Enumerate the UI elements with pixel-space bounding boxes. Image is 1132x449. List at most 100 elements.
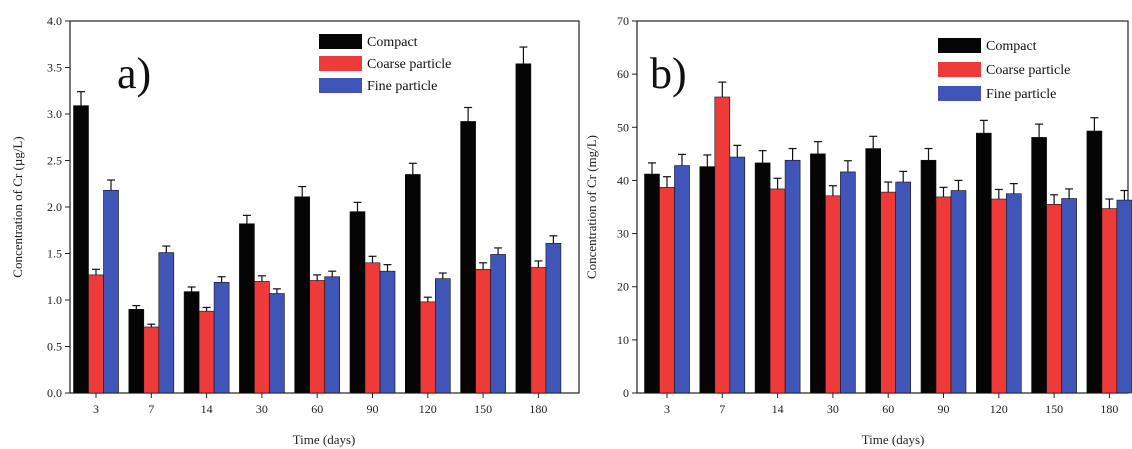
panel-b: b) Time (days) Concentration of Cr (mg/L… xyxy=(584,14,1132,447)
bar-fine xyxy=(490,254,506,394)
y-tick-label: 1.5 xyxy=(47,247,62,261)
bar-coarse xyxy=(935,196,952,394)
bar-fine xyxy=(324,276,341,394)
x-tick-label: 60 xyxy=(311,402,323,416)
panel-label: b) xyxy=(650,49,687,98)
legend-label-coarse: Coarse particle xyxy=(986,63,1070,78)
y-tick-label: 4.0 xyxy=(47,14,62,28)
x-tick-label: 30 xyxy=(827,402,839,416)
x-tick-label: 90 xyxy=(938,402,950,416)
legend-swatch-coarse xyxy=(938,62,981,77)
bar-coarse xyxy=(825,195,841,394)
y-tick-label: 3.5 xyxy=(47,61,62,75)
bar-compact xyxy=(183,291,200,394)
y-tick-label: 2.5 xyxy=(47,154,62,168)
bar-coarse xyxy=(364,262,381,394)
y-tick-label: 40 xyxy=(617,173,629,187)
y-tick-label: 50 xyxy=(617,120,629,134)
x-tick-label: 120 xyxy=(990,402,1008,416)
bar-coarse xyxy=(254,281,270,394)
bar-coarse xyxy=(1101,208,1118,394)
bars xyxy=(73,46,562,394)
panel-a: a) Time (days) Concentration of Cr (µg/L… xyxy=(10,14,580,447)
bar-compact xyxy=(1031,137,1047,394)
panel-label: a) xyxy=(117,49,151,98)
bar-coarse xyxy=(1046,204,1062,394)
bar-coarse xyxy=(88,274,104,394)
x-tick-label: 180 xyxy=(529,402,547,416)
bar-coarse xyxy=(880,191,897,394)
x-tick-label: 14 xyxy=(772,402,784,416)
y-tick-label: 10 xyxy=(617,333,629,347)
bar-coarse xyxy=(198,310,215,394)
bar-compact xyxy=(294,196,311,394)
legend-swatch-fine xyxy=(938,86,981,101)
bar-fine xyxy=(379,270,396,394)
legend-swatch-compact xyxy=(938,38,981,53)
bar-coarse xyxy=(143,326,160,394)
bar-compact xyxy=(920,159,937,394)
x-tick-label: 3 xyxy=(664,402,670,416)
bar-fine xyxy=(213,282,230,394)
bar-fine xyxy=(1061,198,1077,394)
x-tick-label: 7 xyxy=(148,402,154,416)
x-axis-label: Time (days) xyxy=(862,432,925,447)
y-tick-label: 0.5 xyxy=(47,340,62,354)
legend: Compact Coarse particle Fine particle xyxy=(938,38,1070,102)
bar-coarse xyxy=(714,96,731,394)
bar-coarse xyxy=(659,187,675,394)
bar-coarse xyxy=(475,269,491,394)
bar-fine xyxy=(840,171,856,394)
bar-fine xyxy=(784,159,801,394)
bar-coarse xyxy=(419,301,436,394)
y-tick-label: 30 xyxy=(617,227,629,241)
bar-fine xyxy=(269,293,285,394)
legend: Compact Coarse particle Fine particle xyxy=(319,34,451,94)
y-tick-label: 60 xyxy=(617,67,629,81)
bar-fine xyxy=(103,189,119,394)
bar-compact xyxy=(460,121,476,394)
y-tick-label: 2.0 xyxy=(47,200,62,214)
x-tick-label: 90 xyxy=(367,402,379,416)
bar-compact xyxy=(404,174,421,394)
bar-compact xyxy=(349,211,366,394)
bar-fine xyxy=(729,156,746,394)
ticks: 0.0 0.5 1.0 1.5 2.0 2.5 3.0 3.5 4.0 3 7 14 30 60 90 120… xyxy=(47,14,547,416)
y-tick-label: 1.0 xyxy=(47,293,62,307)
bar-fine xyxy=(545,242,562,394)
bar-compact xyxy=(754,162,771,394)
x-tick-label: 30 xyxy=(256,402,268,416)
y-tick-label: 0 xyxy=(623,386,629,400)
legend-label-fine: Fine particle xyxy=(367,79,437,94)
bar-fine xyxy=(674,165,690,394)
bar-coarse xyxy=(309,280,326,394)
bar-compact xyxy=(1086,130,1103,394)
bar-compact xyxy=(515,63,532,394)
legend-swatch-coarse xyxy=(319,56,362,71)
bar-compact xyxy=(975,132,992,394)
legend-label-compact: Compact xyxy=(986,39,1037,54)
bar-coarse xyxy=(769,188,786,394)
legend-label-coarse: Coarse particle xyxy=(367,57,451,72)
x-tick-label: 14 xyxy=(201,402,213,416)
y-tick-label: 3.0 xyxy=(47,107,62,121)
bar-compact xyxy=(810,153,826,394)
y-tick-label: 20 xyxy=(617,280,629,294)
bar-compact xyxy=(699,166,716,394)
bar-compact xyxy=(128,308,145,394)
x-tick-label: 150 xyxy=(1045,402,1063,416)
bars xyxy=(644,81,1132,394)
legend-label-compact: Compact xyxy=(367,35,418,50)
x-tick-label: 3 xyxy=(93,402,99,416)
x-axis-label: Time (days) xyxy=(293,432,356,447)
legend-swatch-fine xyxy=(319,78,362,93)
y-axis-label: Concentration of Cr (µg/L) xyxy=(10,136,25,277)
x-tick-label: 7 xyxy=(719,402,725,416)
legend-swatch-compact xyxy=(319,34,362,49)
bar-fine xyxy=(895,181,912,394)
bar-fine xyxy=(434,278,451,394)
bar-compact xyxy=(644,173,660,394)
bar-fine xyxy=(1116,199,1132,394)
x-tick-label: 150 xyxy=(474,402,492,416)
